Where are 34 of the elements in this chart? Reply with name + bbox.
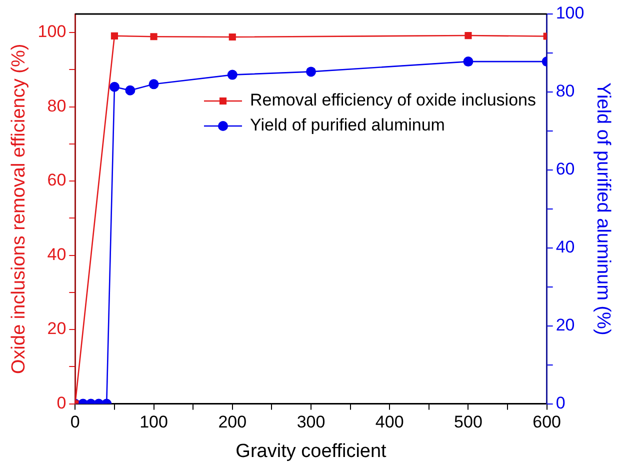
y-tick-label: 100 bbox=[38, 22, 66, 42]
x-tick-label: 300 bbox=[296, 412, 326, 432]
y-tick-label: 80 bbox=[47, 96, 66, 116]
legend-label: Yield of purified aluminum bbox=[250, 116, 445, 135]
y-tick-label: 40 bbox=[47, 244, 66, 264]
x-tick-label: 400 bbox=[375, 412, 404, 432]
y2-tick-label: 0 bbox=[556, 393, 566, 412]
y2-tick-label: 20 bbox=[556, 316, 575, 335]
x-tick-label: 600 bbox=[532, 412, 562, 432]
y2-tick-label: 80 bbox=[556, 82, 575, 101]
point bbox=[463, 56, 474, 67]
y-tick-label: 60 bbox=[47, 170, 66, 190]
y-tick-label: 20 bbox=[47, 319, 66, 338]
point bbox=[150, 33, 158, 40]
x-tick-label: 0 bbox=[70, 412, 80, 432]
point bbox=[125, 85, 136, 96]
y2-tick-label: 100 bbox=[556, 4, 584, 23]
point bbox=[228, 33, 236, 41]
y2-tick-label: 40 bbox=[556, 238, 575, 257]
point bbox=[227, 70, 238, 80]
point bbox=[148, 79, 159, 90]
x-tick-label: 100 bbox=[140, 412, 168, 432]
point bbox=[306, 66, 316, 77]
point bbox=[109, 82, 120, 92]
point bbox=[464, 32, 472, 40]
point bbox=[110, 32, 118, 40]
y2-tick-label: 60 bbox=[556, 160, 575, 179]
x-tick-label: 200 bbox=[218, 412, 247, 432]
y2-axis-title: Yield of purified aluminum (%) bbox=[592, 82, 614, 336]
x-axis-title: Gravity coefficient bbox=[236, 440, 388, 462]
y-tick-label: 0 bbox=[56, 393, 66, 412]
x-tick-label: 500 bbox=[454, 412, 482, 432]
legend-label: Removal efficiency of oxide inclusions bbox=[250, 90, 536, 110]
y-axis-title: Oxide inclusions removal efficiency (%) bbox=[8, 44, 30, 374]
